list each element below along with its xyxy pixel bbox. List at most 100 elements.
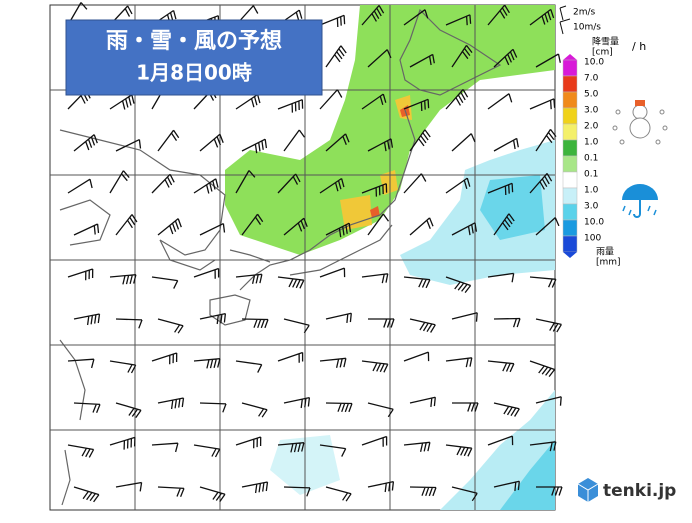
wind-barb xyxy=(193,444,221,458)
wind-barb xyxy=(67,444,95,458)
wind-barb xyxy=(199,223,226,236)
wind-barb xyxy=(241,318,269,329)
wind-barb xyxy=(67,268,94,281)
wind-barb xyxy=(151,352,178,365)
wind-barb xyxy=(445,14,472,26)
wind-barb xyxy=(283,318,310,334)
wind-barb xyxy=(151,442,179,453)
wind-barb xyxy=(115,318,143,329)
wind-barb xyxy=(493,213,515,236)
wind-barb xyxy=(493,402,520,417)
wind-barb xyxy=(235,436,262,449)
wind-barb xyxy=(368,318,395,328)
snow-scale-label: 3.0 xyxy=(584,106,599,116)
wind-barb xyxy=(157,129,180,152)
wind-barb xyxy=(487,360,515,373)
wind-barb xyxy=(319,444,347,457)
wind-barb xyxy=(361,93,387,110)
wind-barb xyxy=(493,137,519,152)
wind-barb xyxy=(445,357,473,368)
rain-scale-label: 100 xyxy=(584,234,601,244)
wind-barb xyxy=(361,273,389,284)
wind-barb xyxy=(325,222,352,238)
wind-barb xyxy=(151,173,175,194)
wind-barb xyxy=(235,170,256,194)
legend-swatch xyxy=(562,171,578,189)
wind-barb xyxy=(277,173,301,194)
snow-scale-label: 2.0 xyxy=(584,122,599,132)
wind-legend-long: 10m/s xyxy=(573,23,601,33)
snow-scale-label: 7.0 xyxy=(584,74,599,84)
rain-moderate-area xyxy=(480,175,545,240)
wind-barb xyxy=(403,173,427,194)
wind-barb xyxy=(361,360,389,373)
wind-barb xyxy=(493,480,520,491)
wind-barb xyxy=(529,360,556,377)
wind-barb xyxy=(445,444,473,457)
wind-barb xyxy=(409,486,437,497)
wind-barb xyxy=(325,486,352,502)
wind-barb xyxy=(535,396,562,406)
wind-barb xyxy=(193,267,220,279)
wind-barb xyxy=(451,312,478,322)
wind-barb xyxy=(409,129,431,152)
wind-barb xyxy=(157,218,182,236)
legend-swatch xyxy=(562,139,578,157)
wind-barb xyxy=(535,217,560,236)
brand-logo xyxy=(577,478,599,502)
wind-barb xyxy=(115,214,138,236)
wind-barb xyxy=(73,313,101,326)
rain-area xyxy=(400,140,555,285)
wind-barb xyxy=(319,357,347,368)
snow-icon xyxy=(612,100,668,145)
wind-barb xyxy=(535,53,561,68)
wind-barb xyxy=(403,276,431,289)
wind-barb xyxy=(493,317,521,328)
wind-barb xyxy=(361,4,385,26)
legend-swatch xyxy=(562,235,578,253)
coastlines xyxy=(59,8,502,506)
wind-barb xyxy=(67,358,95,369)
wind-barb xyxy=(241,213,264,236)
wind-barb xyxy=(403,98,430,112)
wind-barb xyxy=(529,8,555,26)
snow-title: 降雪量 xyxy=(592,36,619,48)
legend-swatch xyxy=(562,123,578,141)
wind-barb xyxy=(283,217,308,236)
time: 1月8日00時 xyxy=(136,61,252,85)
wind-barb xyxy=(199,402,227,413)
snow-unit: [cm] xyxy=(592,48,613,58)
wind-legend-short: 2m/s xyxy=(573,8,596,18)
wind-barb xyxy=(241,402,268,418)
legend-bar: 10.0 7.0 5.0 3.0 2.0 1.0 0.1 0.1 1.0 3.0 10.0 100 xyxy=(562,54,604,258)
wind-barb xyxy=(529,276,557,288)
wind-barb xyxy=(235,93,261,110)
legend-swatch xyxy=(562,187,578,205)
wind-barb xyxy=(235,360,263,373)
wind-barb xyxy=(109,170,130,194)
wind-barb xyxy=(445,88,469,110)
snow-scale-label: 1.0 xyxy=(584,138,599,148)
rain-scale-label: 3.0 xyxy=(584,202,599,212)
wind-barb xyxy=(367,402,394,418)
wind-barb xyxy=(199,486,226,502)
wind-barb xyxy=(157,486,185,497)
wind-barb xyxy=(367,213,390,236)
wind-barb xyxy=(115,402,142,418)
rain-scale-label: 10.0 xyxy=(584,218,604,228)
wind-barb xyxy=(325,402,353,413)
wind-barb xyxy=(115,139,142,152)
wind-barb xyxy=(445,177,471,194)
wind-barb xyxy=(157,397,185,410)
wind-barb xyxy=(487,272,515,283)
legend-swatch xyxy=(562,107,578,125)
wind-barb xyxy=(325,45,347,68)
legend-swatch xyxy=(562,203,578,221)
snow-scale-label: 0.1 xyxy=(584,154,598,164)
wind-barb xyxy=(487,182,514,196)
wind-barb xyxy=(367,138,394,152)
wind-barb xyxy=(277,276,305,289)
wind-barb xyxy=(493,48,518,68)
wind-legend-icon xyxy=(559,5,571,35)
wind-barb xyxy=(409,53,435,68)
